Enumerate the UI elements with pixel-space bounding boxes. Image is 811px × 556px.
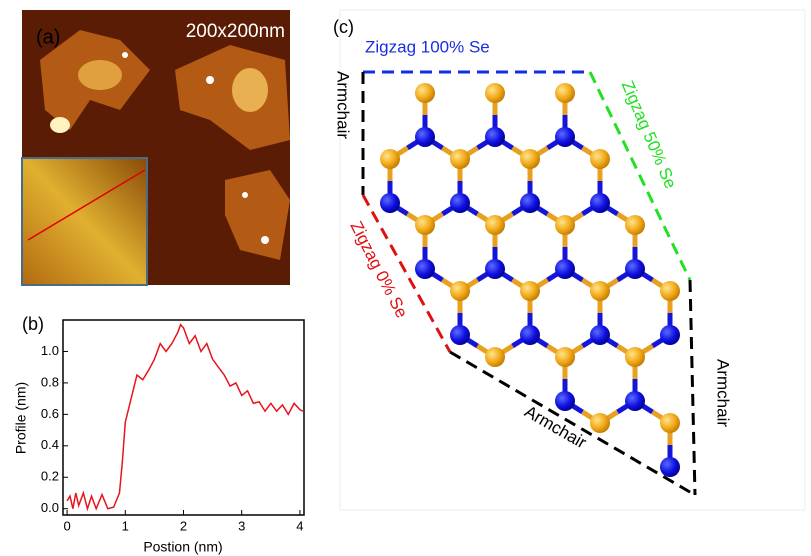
y-tick-label: 0.2 xyxy=(41,469,59,484)
y-tick-label: 0.8 xyxy=(41,374,59,389)
x-tick-label: 1 xyxy=(122,518,129,533)
se-atom xyxy=(450,149,470,169)
mo-atom xyxy=(415,127,435,147)
mo-atom xyxy=(380,193,400,213)
edge-label: Zigzag 100% Se xyxy=(365,37,490,56)
panel-label: (a) xyxy=(36,26,60,48)
se-atom xyxy=(520,281,540,301)
se-atom xyxy=(555,347,575,367)
mo-atom xyxy=(450,193,470,213)
mo-atom xyxy=(485,259,505,279)
edge-label: Armchair xyxy=(714,359,733,427)
panel-label: (c) xyxy=(333,17,354,37)
y-tick-label: 0.4 xyxy=(41,437,59,452)
se-atom xyxy=(485,215,505,235)
y-tick-label: 0.0 xyxy=(41,500,59,515)
scale-label: 200x200nm xyxy=(186,21,285,42)
profile-line xyxy=(67,325,303,509)
panel-label: (b) xyxy=(22,314,44,334)
stm-image xyxy=(22,10,290,285)
se-atom xyxy=(485,83,505,103)
mo-atom xyxy=(660,325,680,345)
se-atom xyxy=(555,215,575,235)
mo-atom xyxy=(485,127,505,147)
mo-atom xyxy=(625,391,645,411)
mo-atom xyxy=(415,259,435,279)
se-atom xyxy=(625,215,645,235)
mo-atom xyxy=(555,391,575,411)
x-tick-label: 3 xyxy=(238,518,245,533)
profile-chart: Postion (nm) Profile (nm) 0 1 2 3 4 0.0 0.2 0.4… xyxy=(13,320,304,555)
se-atom xyxy=(660,281,680,301)
mo-atom xyxy=(450,325,470,345)
se-atom xyxy=(590,281,610,301)
mo-atom xyxy=(625,259,645,279)
mo-atom xyxy=(555,259,575,279)
mo-atom xyxy=(520,193,540,213)
y-tick-label: 0.6 xyxy=(41,406,59,421)
mo-atom xyxy=(590,193,610,213)
se-atom xyxy=(450,281,470,301)
se-atom xyxy=(415,83,435,103)
y-tick-label: 1.0 xyxy=(41,343,59,358)
figure: (a) 200x200nm (b) (c) Zigzag 100% Se Zig… xyxy=(0,0,811,556)
se-atom xyxy=(625,347,645,367)
se-atom xyxy=(380,149,400,169)
mo-atom xyxy=(590,325,610,345)
x-tick-label: 0 xyxy=(63,518,70,533)
x-axis-label: Postion (nm) xyxy=(143,539,222,555)
mo-atom xyxy=(660,457,680,477)
se-atom xyxy=(555,83,575,103)
se-atom xyxy=(590,413,610,433)
mo-atom xyxy=(555,127,575,147)
x-tick-label: 2 xyxy=(180,518,187,533)
y-axis-label: Profile (nm) xyxy=(13,382,29,454)
se-atom xyxy=(485,347,505,367)
x-tick-label: 4 xyxy=(296,518,303,533)
mo-atom xyxy=(520,325,540,345)
plot-frame xyxy=(63,320,304,515)
se-atom xyxy=(590,149,610,169)
se-atom xyxy=(415,215,435,235)
se-atom xyxy=(520,149,540,169)
se-atom xyxy=(660,413,680,433)
edge-label: Armchair xyxy=(334,71,353,139)
